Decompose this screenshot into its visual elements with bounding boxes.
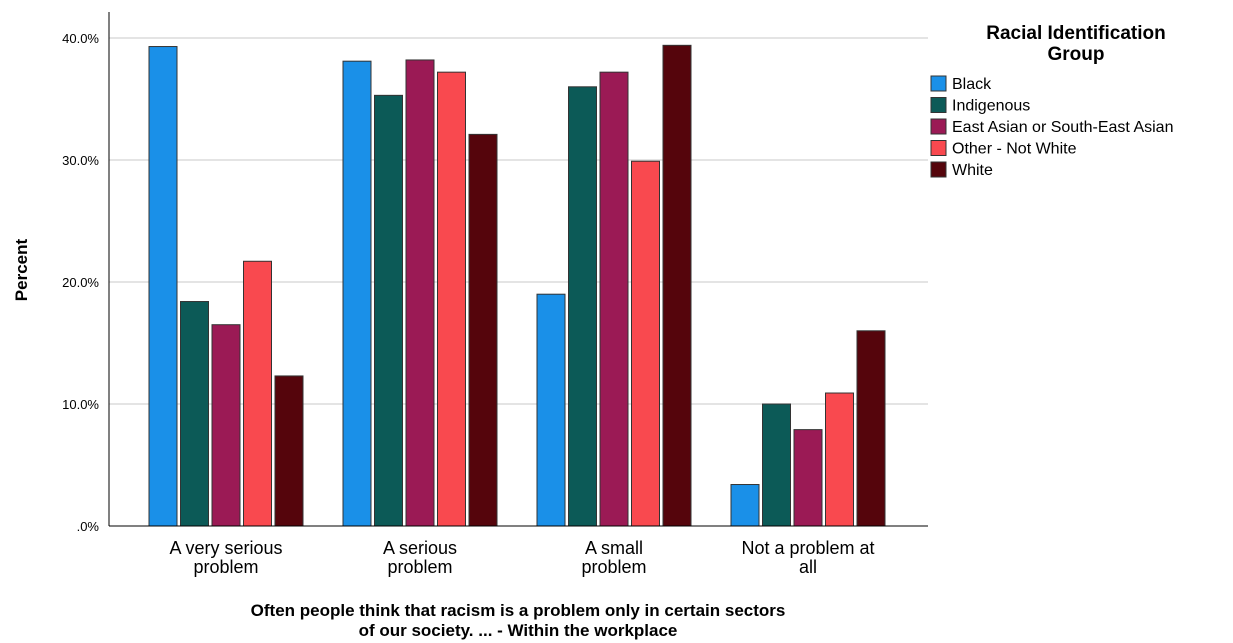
x-category-label: A small bbox=[585, 538, 643, 558]
bar-other-not-white-0 bbox=[243, 260, 272, 527]
legend-swatch bbox=[930, 75, 947, 92]
legend-title-line-2: Group bbox=[1048, 44, 1105, 65]
x-category-label: A serious bbox=[383, 538, 457, 558]
legend-label: White bbox=[952, 162, 993, 179]
legend-label: Black bbox=[952, 76, 992, 93]
x-category-label: all bbox=[799, 557, 817, 577]
legend-label: East Asian or South-East Asian bbox=[952, 119, 1173, 136]
bar-black-2 bbox=[536, 293, 566, 527]
legend-swatch bbox=[930, 97, 947, 113]
bar-east-asian-or-south-east-asian-2 bbox=[599, 71, 629, 527]
y-tick-label: 40.0% bbox=[62, 31, 99, 46]
x-category-label: problem bbox=[193, 557, 258, 577]
x-category-label: Not a problem at bbox=[741, 538, 874, 558]
bar-white-2 bbox=[662, 44, 692, 527]
legend-label: Other - Not White bbox=[952, 141, 1077, 158]
bar-east-asian-or-south-east-asian-0 bbox=[211, 324, 241, 527]
x-category-label: problem bbox=[387, 557, 452, 577]
y-tick-label: 10.0% bbox=[62, 397, 99, 412]
legend-items: Black Indigenous East Asian or South-East … bbox=[930, 75, 1173, 179]
bar-black-3 bbox=[730, 484, 760, 527]
legend-swatch bbox=[930, 118, 947, 135]
bars bbox=[148, 44, 886, 527]
axes bbox=[108, 12, 928, 527]
legend-title-line-1: Racial Identification bbox=[986, 23, 1165, 44]
x-axis-title-line-1: Often people think that racism is a prob… bbox=[251, 601, 786, 620]
bar-black-0 bbox=[148, 46, 178, 527]
y-axis-title: Percent bbox=[12, 238, 31, 301]
legend-swatch bbox=[930, 161, 947, 178]
bar-indigenous-2 bbox=[568, 86, 597, 527]
bar-indigenous-0 bbox=[180, 301, 209, 527]
bar-white-1 bbox=[468, 133, 498, 527]
bar-other-not-white-3 bbox=[825, 392, 854, 527]
bar-east-asian-or-south-east-asian-1 bbox=[405, 59, 435, 527]
bar-other-not-white-2 bbox=[631, 160, 660, 527]
x-category-label: A very serious bbox=[169, 538, 282, 558]
bar-other-not-white-1 bbox=[437, 71, 466, 527]
y-tick-label: 30.0% bbox=[62, 153, 99, 168]
y-tick-label: .0% bbox=[77, 519, 100, 534]
x-axis-title-line-2: of our society. ... - Within the workpla… bbox=[359, 621, 678, 640]
bar-white-0 bbox=[274, 375, 304, 527]
bar-east-asian-or-south-east-asian-3 bbox=[793, 429, 823, 527]
legend-swatch bbox=[930, 140, 947, 156]
x-category-label: problem bbox=[581, 557, 646, 577]
bar-black-1 bbox=[342, 60, 372, 527]
bar-indigenous-1 bbox=[374, 94, 403, 527]
y-tick-label: 20.0% bbox=[62, 275, 99, 290]
legend-label: Indigenous bbox=[952, 98, 1030, 115]
y-tick-labels: .0% 10.0% 20.0% 30.0% 40.0% bbox=[62, 31, 99, 534]
bar-indigenous-3 bbox=[762, 403, 791, 527]
legend: Racial Identification Group Black Indigen… bbox=[930, 23, 1173, 179]
bar-white-3 bbox=[856, 330, 886, 527]
